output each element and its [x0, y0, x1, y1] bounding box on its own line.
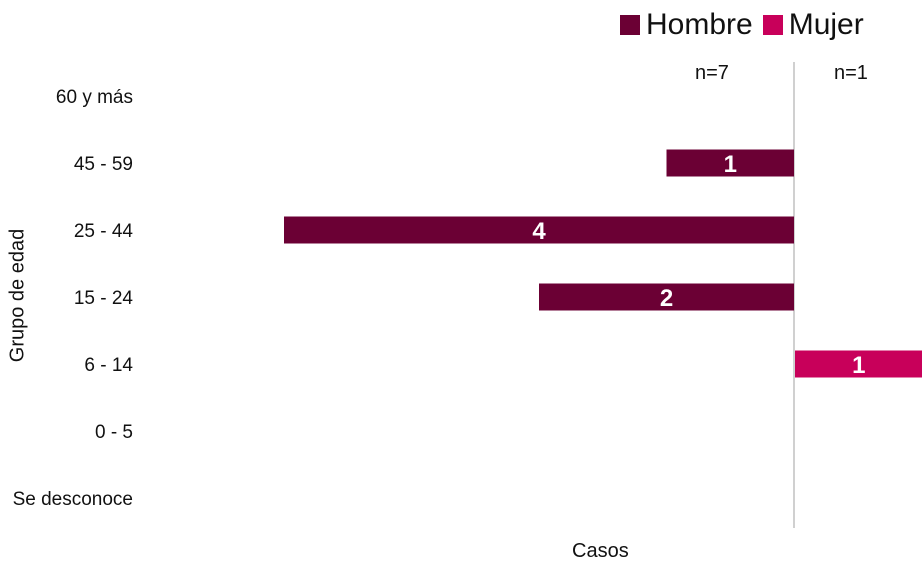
n-label-mujer: n=1 — [834, 62, 868, 84]
y-axis-title: Grupo de edad — [6, 228, 29, 363]
bar-hombre — [284, 216, 794, 244]
legend-swatch-hombre — [620, 15, 640, 35]
data-label-hombre: 4 — [532, 218, 546, 245]
bar-hombre — [666, 149, 794, 177]
legend-item-hombre: Hombre — [620, 8, 753, 42]
category-label: 0 - 5 — [95, 422, 133, 443]
category-label: Se desconoce — [13, 489, 133, 510]
legend-item-mujer: Mujer — [762, 8, 864, 42]
data-label-hombre: 1 — [724, 151, 737, 178]
bar-mujer — [795, 350, 922, 378]
data-label-mujer: 1 — [852, 352, 865, 379]
legend-label-hombre: Hombre — [646, 8, 753, 41]
category-label: 60 y más — [56, 87, 133, 108]
legend-swatch-mujer — [762, 15, 783, 35]
category-label: 45 - 59 — [74, 154, 133, 175]
chart-legend: Hombre Mujer — [620, 8, 864, 42]
data-label-hombre: 2 — [660, 285, 673, 312]
bar-hombre — [539, 283, 794, 311]
category-label: 25 - 44 — [74, 221, 134, 242]
n-label-hombre: n=7 — [695, 62, 729, 84]
legend-label-mujer: Mujer — [788, 8, 864, 41]
category-label: 6 - 14 — [84, 355, 133, 376]
category-label: 15 - 24 — [74, 288, 134, 309]
x-axis-title: Casos — [572, 540, 629, 562]
